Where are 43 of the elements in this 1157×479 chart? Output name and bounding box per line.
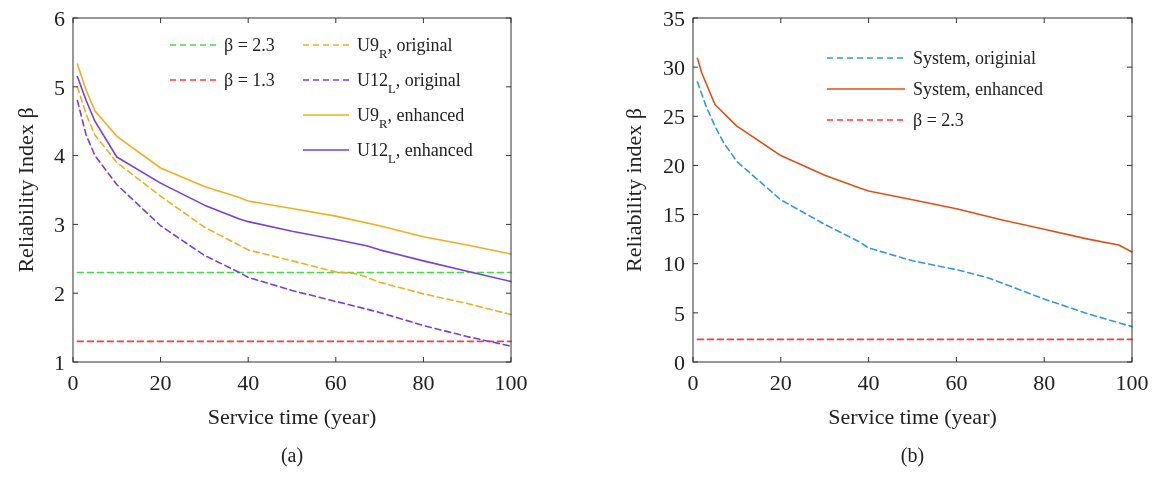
x-axis-title: Service time (year) [207,404,377,429]
x-tick-label: 100 [494,370,528,395]
y-tick-label: 15 [663,202,685,228]
x-tick-label: 40 [857,370,880,395]
y-tick-label: 5 [54,74,65,100]
y-tick-label: 6 [54,5,65,31]
x-tick-label: 60 [324,370,347,395]
legend-label: U9$_{R}$, original [357,35,453,62]
y-tick-label: 0 [674,349,685,375]
y-tick-label: 35 [663,5,685,31]
y-tick-label: 2 [54,280,65,306]
legend-label: System, originial [913,48,1036,69]
x-tick-label: 80 [1033,370,1056,395]
y-tick-label: 4 [54,143,65,169]
x-tick-label: 80 [412,370,435,395]
legend-label: System, enhanced [913,79,1043,100]
legend-label: β = 2.3 [913,110,964,131]
text: (a) [280,444,304,467]
text: (b) [900,444,925,467]
y-axis-title: Reliability Index β [13,107,38,273]
legend-label: U9$_{R}$, enhanced [357,105,465,132]
x-tick-label: 60 [945,370,968,395]
x-tick-label: 20 [769,370,792,395]
line-series [76,75,512,283]
legend-label: U12$_{L}$, enhanced [357,140,473,167]
legend-label: U12$_{L}$, original [357,70,461,97]
y-tick-label: 20 [663,153,685,179]
y-tick-label: 10 [663,251,685,277]
x-tick-label: 20 [149,370,172,395]
x-tick-label: 40 [237,370,260,395]
line-series [76,63,512,255]
y-tick-label: 3 [54,212,65,238]
x-tick-label: 100 [1115,370,1149,395]
line-series [696,81,1133,328]
y-tick-label: 30 [663,54,685,80]
x-axis-title: Service time (year) [828,404,997,429]
y-tick-label: 1 [54,349,65,375]
y-tick-label: 5 [674,300,685,326]
legend-label: β = 1.3 [224,70,275,91]
line-series [76,99,512,347]
legend-label: β = 2.3 [224,35,275,56]
y-tick-label: 25 [663,103,685,129]
y-axis-title: Reliability index β [621,108,646,272]
